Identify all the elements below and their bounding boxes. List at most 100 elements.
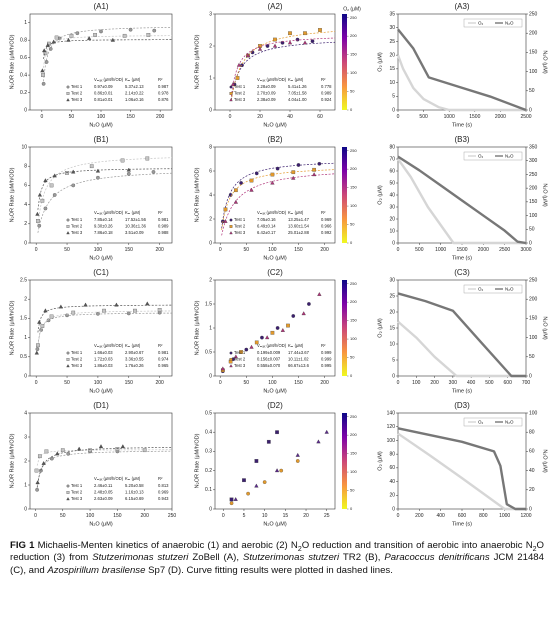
data-line	[396, 54, 526, 112]
legend-marker	[66, 85, 70, 89]
table-cell: 5.41±1.26	[288, 84, 307, 89]
legend-box	[463, 417, 523, 427]
x-axis-label: Time (s)	[452, 255, 472, 261]
colorbar-tick-label: 0	[350, 240, 353, 245]
y-tick-label: 40	[389, 192, 395, 198]
table-cell: 1.72±0.03	[94, 357, 113, 362]
table-cell: 2.63±0.09	[94, 496, 113, 501]
y-tick-label: 0	[392, 240, 395, 246]
legend-label: N₂O	[505, 286, 514, 291]
y-tick-label: 1	[24, 335, 27, 341]
data-point	[37, 192, 43, 197]
panel-title: (A2)	[267, 2, 282, 11]
data-point	[43, 206, 48, 211]
plot-frame	[397, 412, 527, 510]
x-tick-label: 300	[449, 380, 458, 386]
data-point	[157, 308, 162, 312]
data-point	[35, 480, 40, 485]
fit-curve	[221, 162, 336, 229]
data-point	[317, 292, 322, 296]
x-tick-label: 50	[244, 380, 250, 386]
y2-axis-label: N₂O (μM)	[542, 316, 548, 339]
table-cell: 6.49±0.14	[257, 224, 276, 229]
caption-text: JCM 21484 (C), and	[10, 552, 544, 576]
data-point	[318, 28, 322, 32]
legend-label: Test 1	[71, 84, 83, 89]
y-axis-label: N₂OR Rate (μM/h/OD)	[194, 300, 200, 355]
data-point	[43, 178, 48, 183]
x-axis-label: Time (s)	[452, 122, 472, 128]
panel-title: (A3)	[454, 2, 469, 11]
x-axis-label: N₂O (μM)	[263, 388, 286, 394]
caption-species: Azospirillum brasilense	[47, 564, 146, 576]
panel-title: (A1)	[93, 2, 108, 11]
data-point	[291, 314, 296, 318]
table-cell: 1.16±0.13	[125, 490, 144, 495]
colorbar-tick-label: 150	[350, 52, 357, 57]
data-point	[270, 180, 275, 185]
data-point	[296, 163, 301, 167]
table-cell: 2.70±0.09	[257, 91, 276, 96]
data-point	[40, 68, 45, 73]
caption-species: Stutzerimonas stutzeri	[92, 552, 189, 564]
y-tick-label: 140	[387, 410, 396, 416]
data-point	[120, 444, 125, 449]
x-tick-label: 150	[113, 513, 122, 519]
data-point	[249, 187, 254, 192]
x-tick-label: 20	[257, 114, 263, 120]
table-header: Kₘ (μM)	[125, 77, 141, 82]
y-tick-label: 0.5	[20, 354, 27, 360]
plot-frame	[29, 279, 173, 377]
panel-title: (D2)	[267, 401, 283, 410]
data-point	[122, 33, 127, 38]
panel: 0 500 1000 1500 2000 2500 30000102030405060708…	[377, 135, 547, 261]
legend-marker	[229, 85, 233, 89]
plot-frame	[214, 412, 336, 510]
data-point	[223, 207, 228, 212]
y-tick-label: 0	[24, 506, 27, 512]
colorbar	[342, 147, 347, 243]
data-point	[234, 188, 238, 193]
table-header: Vₘₐₓ (μM/h/OD)	[94, 210, 124, 215]
data-point	[274, 468, 280, 473]
y-tick-label: 1.5	[20, 316, 27, 322]
y2-axis-label: N₂O (μM)	[542, 50, 548, 73]
x-tick-label: 1500	[456, 247, 467, 253]
fit-curve	[43, 39, 172, 60]
y-tick-label: 0	[209, 506, 212, 512]
x-tick-label: 200	[141, 513, 150, 519]
legend-marker	[66, 351, 70, 355]
colorbar-tick-label: 250	[350, 15, 357, 20]
data-point	[49, 314, 54, 319]
caption: FIG 1 Michaelis-Menten kinetics of anaer…	[10, 540, 544, 577]
table-cell: 1.66±0.03	[94, 350, 113, 355]
panel: 0 50 100 150 200 0 0.5 1 1.5 2 2.5 (C1) N₂O (μM) N₂OR…	[9, 268, 173, 394]
data-point	[133, 308, 137, 313]
y-tick-label: 0.8	[20, 38, 27, 44]
legend-marker	[229, 351, 233, 355]
colorbar-tick-label: 200	[350, 166, 357, 171]
x-tick-label: 500	[485, 380, 494, 386]
legend-label: N₂O	[505, 20, 514, 25]
data-point	[52, 173, 57, 178]
table-cell: 0.995	[321, 363, 332, 368]
x-tick-label: 800	[479, 513, 488, 519]
legend-box	[463, 18, 523, 28]
legend-marker	[229, 364, 233, 368]
table-header: R²	[158, 77, 163, 82]
x-tick-label: 150	[294, 247, 303, 253]
x-tick-label: 600	[458, 513, 467, 519]
y-tick-label: 10	[21, 144, 27, 150]
data-line	[397, 158, 526, 245]
table-cell: 1.06±0.16	[125, 97, 144, 102]
legend-label: Test 3	[234, 363, 246, 368]
y-tick-label: 0.2	[20, 90, 27, 96]
y-tick-label: 5	[392, 94, 395, 100]
data-point	[146, 33, 151, 37]
x-tick-label: 40	[287, 114, 293, 120]
x-tick-label: 0	[397, 114, 400, 120]
x-tick-label: 100	[97, 114, 106, 120]
data-point	[40, 198, 45, 203]
data-point	[77, 446, 82, 451]
data-point	[42, 48, 47, 53]
